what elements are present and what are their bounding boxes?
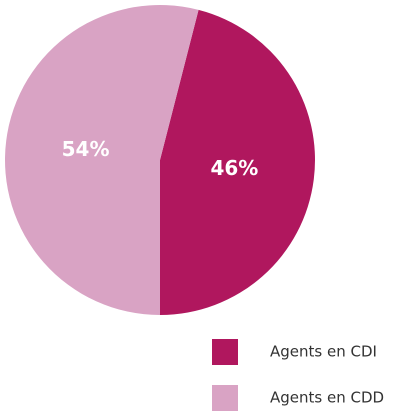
pie-slice [160, 9, 315, 316]
pie-slice [4, 5, 199, 315]
slice-label: 46% [210, 156, 258, 180]
legend-label: Agents en CDI [270, 343, 377, 361]
slice-label: 54% [62, 137, 110, 161]
legend-swatch [212, 385, 238, 411]
legend-label: Agents en CDD [270, 389, 384, 407]
legend-swatch [212, 339, 238, 365]
